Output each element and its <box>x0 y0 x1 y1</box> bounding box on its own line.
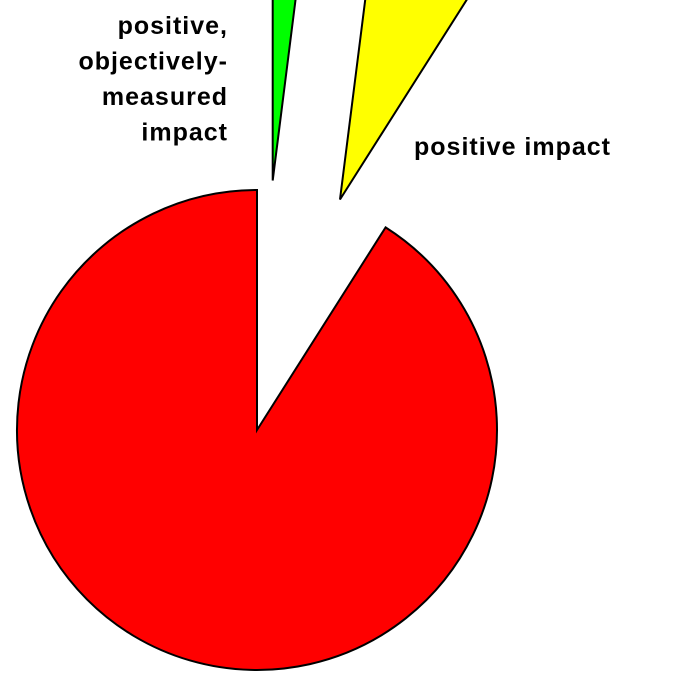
pie-slice-label-1: positive impact <box>414 133 611 161</box>
pie-slice-label-line: positive, <box>118 12 228 40</box>
pie-slice-label-line: objectively- <box>78 48 228 76</box>
pie-slice-1 <box>338 0 468 201</box>
pie-slice-0 <box>271 0 297 181</box>
pie-slice-2 <box>16 188 498 671</box>
pie-slice-label-line: impact <box>141 119 228 147</box>
pie-slice-label-line: positive impact <box>414 133 611 161</box>
pie-slices <box>16 0 498 671</box>
pie-slice-label-line: measured <box>102 83 228 111</box>
pie-labels: positive, objectively-measured impactposit… <box>78 12 611 161</box>
pie-slice-label-0: positive, objectively-measured impact <box>78 12 228 147</box>
